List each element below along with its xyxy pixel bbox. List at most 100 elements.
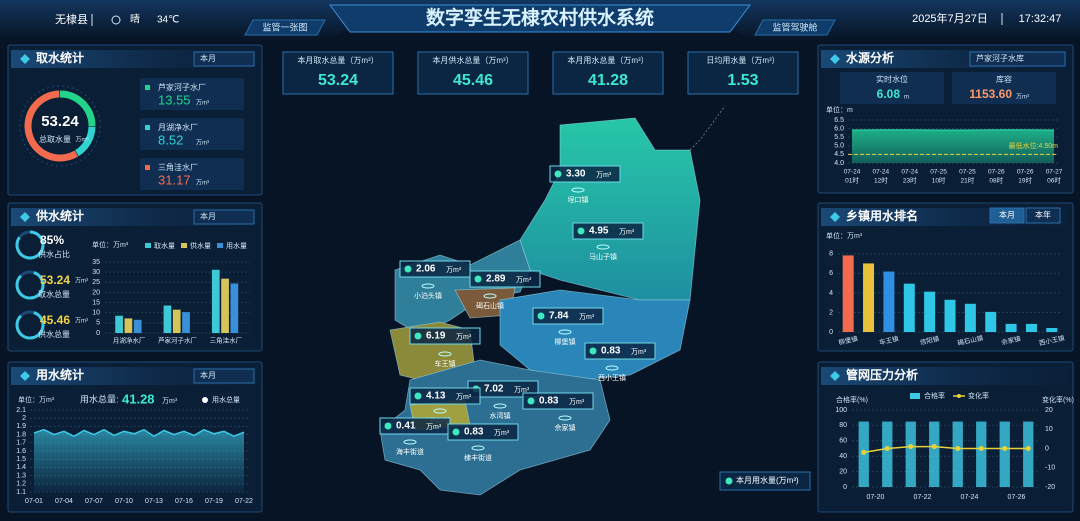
town-badge[interactable]: [549, 165, 621, 183]
drop-icon: [725, 477, 733, 485]
town-badge[interactable]: [532, 307, 604, 325]
kpi-label: 本月取水总量（万m³）: [297, 55, 378, 65]
bar: [842, 255, 854, 332]
unit: 万m³: [1016, 94, 1029, 101]
source-name: 三角洼水厂: [158, 162, 198, 172]
town-badge[interactable]: [399, 260, 471, 278]
bar: [172, 309, 181, 333]
center-value: 53.24: [41, 113, 79, 130]
town-name: 埕口镇: [568, 195, 589, 204]
x-tick-label: 07-20: [867, 494, 885, 501]
line-point: [861, 449, 867, 455]
stat-label: 取水总量: [38, 289, 70, 299]
y-tick-label: 1.7: [16, 440, 26, 447]
stat-label: 供水占比: [38, 249, 70, 259]
drop-icon: [577, 227, 585, 235]
y-tick-label: 10: [92, 310, 100, 317]
town-name: 佘家镇: [555, 423, 576, 432]
y-tick-label: 10: [1045, 426, 1053, 433]
bar: [1025, 323, 1037, 332]
town-name: 马山子镇: [589, 252, 617, 261]
town-badge[interactable]: [409, 387, 481, 405]
tab[interactable]: [989, 207, 1025, 224]
threshold-label: 最低水位:4.50m: [1009, 141, 1059, 150]
tab-bg: [244, 19, 326, 36]
kpi-label: 日均用水量（万m³）: [706, 55, 779, 65]
nav-tab[interactable]: 监管驾驶舱: [772, 21, 817, 32]
line: [863, 445, 1029, 454]
select-box[interactable]: [193, 51, 255, 67]
nav-tab[interactable]: 监管一张图: [262, 21, 307, 32]
town-marker: [596, 244, 610, 250]
town-badge[interactable]: [447, 423, 519, 441]
line-point: [931, 444, 937, 450]
select-value[interactable]: 本月: [200, 53, 216, 63]
y-tick-label: 20: [1045, 407, 1053, 414]
tab-label[interactable]: 本年: [1035, 210, 1051, 220]
y-tick-label: 6: [829, 270, 833, 277]
panel-header: [821, 367, 1070, 385]
legend-label: 合格率: [924, 391, 945, 400]
donut-segment: [24, 90, 79, 162]
line-point: [1002, 446, 1008, 451]
unit-label: 单位：万m³: [18, 395, 55, 404]
stat-value: 85%: [40, 233, 64, 247]
town-badge[interactable]: [409, 327, 481, 345]
total-value: 41.28: [122, 391, 155, 406]
town-marker: [471, 445, 485, 451]
line-point: [908, 444, 914, 450]
bar: [976, 421, 987, 487]
bar: [221, 278, 229, 333]
unit: 万m³: [196, 180, 209, 187]
kpi-value: 41.28: [588, 72, 628, 89]
legend-swatch: [145, 165, 150, 170]
drop-icon: [414, 332, 422, 340]
panel-icon: [20, 371, 30, 381]
unit: 万m³: [75, 278, 88, 285]
kpi-value: 53.24: [318, 72, 358, 89]
select-box[interactable]: [193, 368, 255, 384]
unit-label: 单位：万m³: [826, 231, 863, 240]
x-tick-label: 07-19: [205, 498, 223, 505]
x-tick-label: 01时: [845, 176, 859, 185]
select-value[interactable]: 本月: [200, 211, 216, 221]
town-badge[interactable]: [522, 392, 594, 410]
x-tick-label: 07-07: [85, 498, 103, 505]
x-tick-label: 07-24: [961, 494, 979, 501]
town-badge[interactable]: [572, 222, 644, 240]
tab[interactable]: [1025, 207, 1061, 224]
panel: [817, 202, 1074, 352]
info-value: 6.08: [877, 87, 901, 101]
bar: [163, 305, 172, 333]
town-value: 2.89: [486, 274, 506, 285]
x-tick-label: 月湖净水厂: [113, 336, 146, 345]
bar: [863, 263, 875, 332]
kpi-label: 本月供水总量（万m³）: [432, 55, 513, 65]
y-tick-label: 15: [92, 299, 100, 306]
unit: 万m³: [196, 140, 209, 147]
panel-title: 取水统计: [36, 50, 84, 65]
y-tick-label: 0: [96, 330, 100, 337]
select-value[interactable]: 本月: [200, 370, 216, 380]
town-marker: [493, 403, 507, 409]
town-value: 0.83: [601, 346, 621, 357]
town-value: 4.13: [426, 391, 446, 402]
x-tick-label: 10时: [932, 176, 946, 185]
x-tick-label: 07-26: [988, 169, 1005, 176]
select-box[interactable]: [969, 51, 1066, 67]
x-tick-label: 07-01: [25, 498, 43, 505]
y-tick-label: 0: [1045, 445, 1049, 452]
town-name: 碣石山镇: [476, 301, 504, 310]
select-value[interactable]: 芦家河子水库: [976, 53, 1024, 63]
x-tick-label: 23时: [903, 176, 917, 185]
select-box[interactable]: [193, 209, 255, 225]
town-badge[interactable]: [469, 270, 541, 288]
town-badge[interactable]: [584, 342, 656, 360]
panel-icon: [20, 212, 30, 222]
legend-label: 变化率: [968, 391, 989, 400]
town-marker: [558, 415, 572, 421]
line-point: [884, 446, 890, 451]
tab-label[interactable]: 本月: [999, 210, 1015, 220]
panel-icon: [830, 54, 840, 64]
